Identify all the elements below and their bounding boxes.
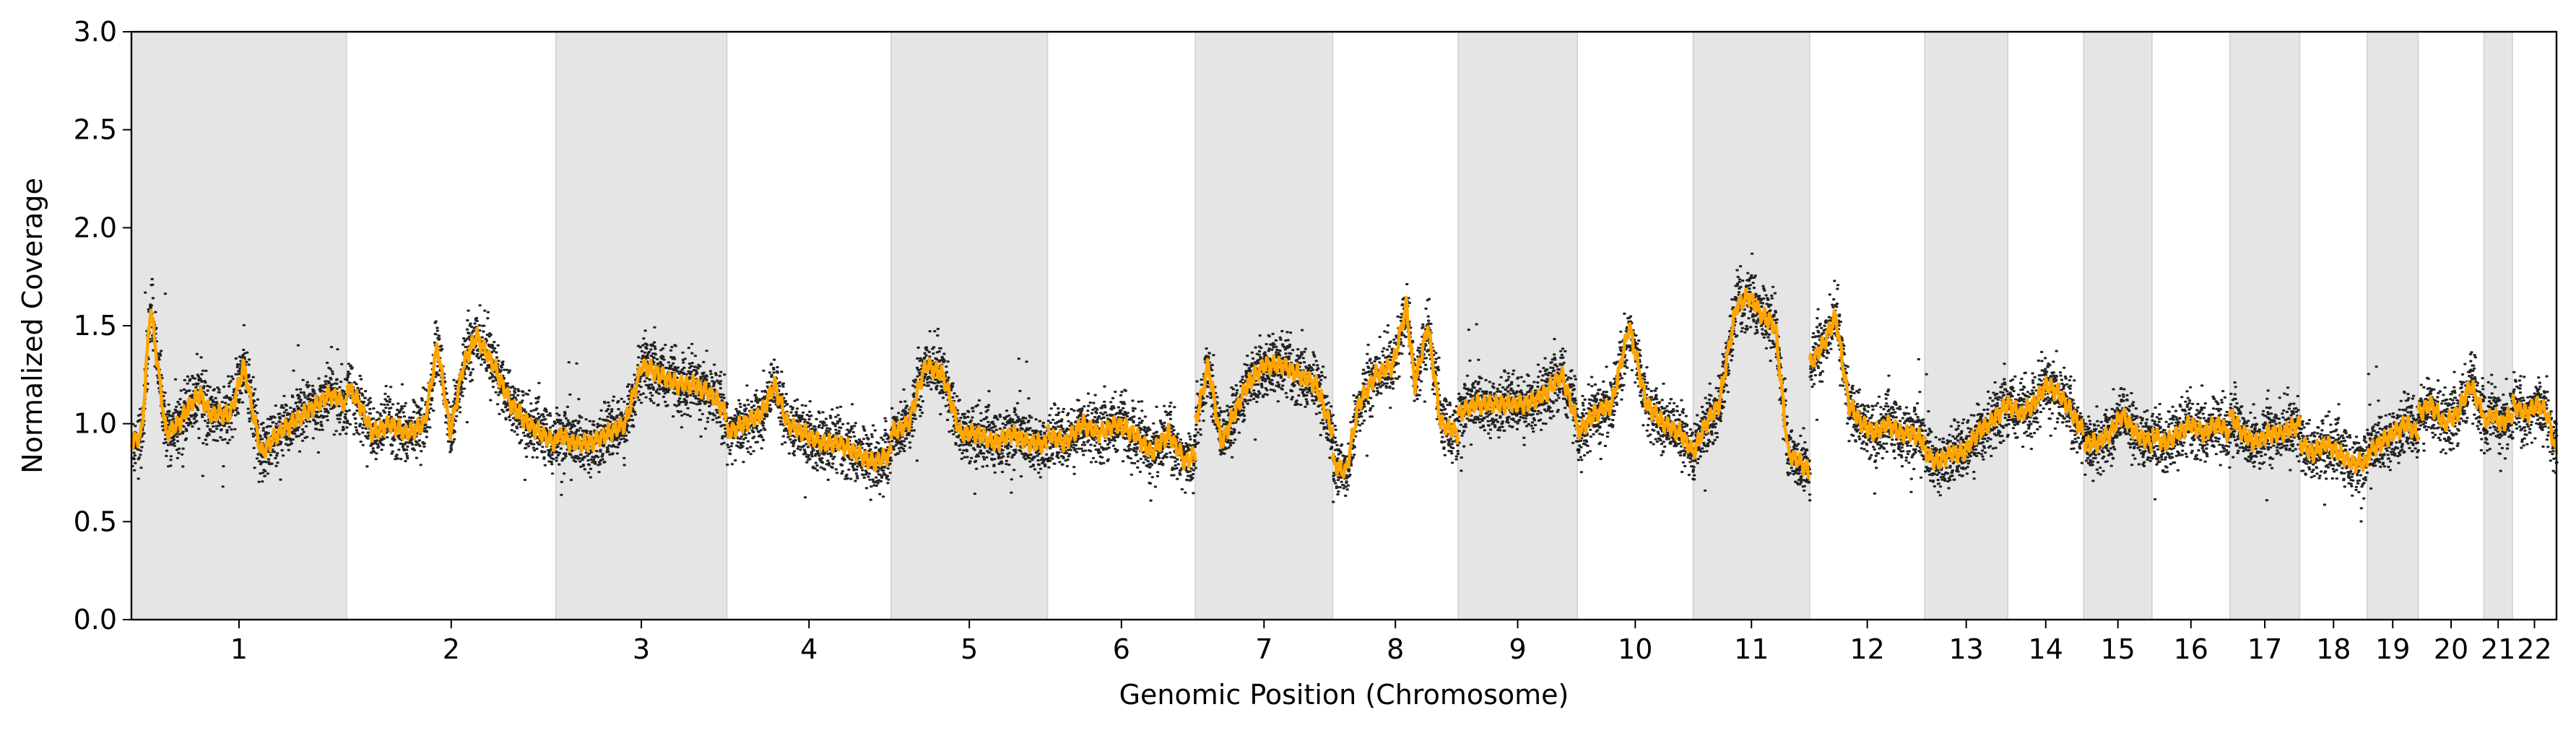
segment-line-chr6 [1046,413,1197,471]
x-tick-label: 12 [1849,633,1884,665]
coverage-points-chr4 [726,358,893,501]
x-tick-label: 9 [1509,633,1526,665]
chromosome-band-13 [1924,31,2008,620]
y-axis-label: Normalized Coverage [17,178,48,474]
x-tick-label: 8 [1387,633,1404,665]
chromosome-band-15 [2083,31,2153,620]
chromosome-band-1 [131,31,347,620]
x-tick-label: 13 [1948,633,1983,665]
x-tick-label: 17 [2247,633,2282,665]
y-tick-label: 0.0 [74,604,117,636]
x-tick-label: 21 [2481,633,2515,665]
segment-line-chr18 [2298,435,2369,474]
chromosome-band-21 [2483,31,2513,620]
x-axis-label: Genomic Position (Chromosome) [1119,679,1569,711]
y-tick-label: 2.0 [74,212,117,243]
coverage-points-chr14 [2006,350,2086,464]
segment-line-chr2 [345,326,558,453]
segment-line-chr5 [889,357,1049,455]
y-tick-label: 0.5 [74,506,117,537]
segment-line-chr3 [555,358,729,454]
chromosome-band-9 [1457,31,1578,620]
x-tick-label: 20 [2434,633,2468,665]
chromosome-band-17 [2229,31,2301,620]
coverage-points-chr2 [345,304,558,482]
x-tick-label: 14 [2029,633,2063,665]
x-tick-label: 22 [2517,633,2551,665]
segment-line-chr1 [129,308,349,459]
segment-line-chr7 [1193,354,1335,449]
segment-line [129,287,2559,480]
chromosome-band-19 [2367,31,2419,620]
segment-line-chr20 [2416,380,2486,432]
segment-line-chr8 [1331,295,1460,479]
segment-line-chr15 [2082,407,2154,454]
x-tick-label: 7 [1255,633,1272,665]
segment-line-chr19 [2366,415,2420,461]
x-tick-label: 4 [800,633,818,665]
y-tick-label: 3.0 [74,16,117,48]
x-axis-ticks: 1 2 3 4 5 6 7 8 9 10 11 12 13 14 15 16 17 18 19 20 21 22 [230,620,2552,665]
x-tick-label: 5 [960,633,978,665]
coverage-points-chr8 [1332,282,1460,503]
coverage-points-chr12 [1808,279,1927,495]
chromosome-band-3 [555,31,728,620]
y-tick-label: 1.0 [74,408,117,440]
x-tick-label: 19 [2375,633,2410,665]
chromosome-band-11 [1692,31,1810,620]
segment-line-chr12 [1808,308,1927,452]
x-tick-label: 3 [633,633,650,665]
chromosome-band-5 [890,31,1049,620]
chromosome-band-7 [1194,31,1334,620]
segment-line-chr22 [2510,393,2559,454]
segment-line-chr16 [2151,415,2232,451]
x-tick-label: 2 [443,633,460,665]
coverage-points [130,252,2559,523]
coverage-points-chr10 [1576,312,1696,480]
segment-line-chr4 [725,376,893,472]
x-tick-label: 18 [2316,633,2351,665]
y-tick-label: 1.5 [74,310,117,342]
y-tick-label: 2.5 [74,114,117,146]
x-tick-label: 1 [230,633,248,665]
segment-line-chr9 [1456,365,1579,430]
segment-line-chr14 [2005,376,2085,436]
chromosome-shading [131,31,2513,620]
segment-line-chr17 [2228,408,2302,453]
segment-line-chr21 [2482,406,2515,432]
x-tick-label: 16 [2174,633,2208,665]
segment-line-chr10 [1576,321,1694,454]
x-tick-label: 10 [1618,633,1652,665]
segment-line-chr11 [1691,287,1811,480]
x-tick-label: 15 [2100,633,2135,665]
y-axis-ticks: 0.0 0.5 1.0 1.5 2.0 2.5 3.0 [74,16,131,636]
plot-frame [130,30,2558,621]
segment-line-chr13 [1923,398,2010,471]
x-tick-label: 11 [1734,633,1769,665]
x-tick-label: 6 [1113,633,1130,665]
